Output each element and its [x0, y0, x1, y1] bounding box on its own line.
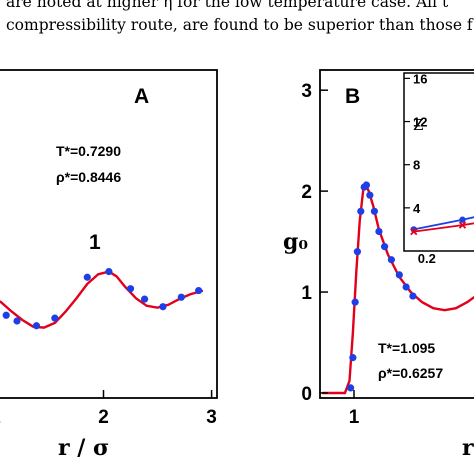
inset-ticks: 4 8 12 16 0.2 [404, 71, 436, 266]
panel-b-sim-point [347, 384, 355, 392]
panel-a-sim-point [32, 322, 41, 330]
inset-y-tick-label: 8 [413, 158, 420, 173]
panel-a-theory-line [0, 270, 204, 329]
panel-a-label: A [134, 85, 149, 108]
panel-a-density: ρ*=0.8446 [56, 169, 121, 185]
panel-b-sim-point [349, 354, 357, 362]
panel-b-theory-line [322, 180, 474, 395]
panel-b-y-tick-label: 2 [301, 182, 312, 203]
inset-frame [403, 72, 474, 252]
panel-b-label: B [345, 85, 360, 108]
panel-b-x-tick-label: 1 [349, 407, 360, 428]
inset-series-line [413, 222, 474, 233]
inset-ylabel: Z [413, 116, 423, 134]
inset-y-tick-label: 16 [413, 71, 427, 86]
inset-y-tick-label: 12 [413, 115, 427, 130]
panel-b-xlabel-partial: r [462, 435, 474, 461]
panel-b-sim-point [381, 243, 389, 251]
panel-b-sim-point [375, 227, 383, 236]
inset-y-tick-label: 4 [413, 201, 421, 216]
inset-point [459, 216, 466, 223]
panel-a-peak-label: 1 [89, 231, 101, 254]
panel-a-sim-point [140, 295, 149, 303]
panel-b-sim-point [353, 248, 361, 256]
panel-a-sim-point [105, 267, 113, 276]
panel-a-sim-point [51, 314, 59, 322]
panel-a-sim-point [83, 273, 91, 281]
caption-text: are noted at higher η for the low temper… [0, 0, 474, 48]
panel-a-x-tick-label: 1 [0, 407, 1, 428]
caption-line-1: are noted at higher η for the low temper… [6, 0, 449, 11]
panel-a-x-tick-label: 3 [206, 407, 217, 428]
panel-b-y-tick-label: 0 [301, 384, 312, 405]
panel-b-plot [322, 180, 474, 395]
inset-plot [410, 216, 474, 236]
panel-b-sim-point [362, 181, 371, 189]
panel-a-sim-point [159, 303, 167, 311]
panel-a-x-tick-label: 2 [98, 407, 109, 428]
panel-a-sim-point [2, 311, 10, 319]
panel-b-density: ρ*=0.6257 [378, 365, 443, 381]
inset-point [458, 221, 467, 229]
panel-b-y-tick-label: 1 [301, 283, 312, 304]
inset-point [410, 227, 418, 236]
panel-b-sim-point [395, 271, 403, 279]
panel-b-ylabel: g₀ [283, 229, 308, 255]
inset-x-tick-label: 0.2 [418, 251, 436, 266]
panel-b-sim-point [402, 283, 410, 291]
panel-a-temperature: T*=0.7290 [56, 143, 121, 159]
panel-b-sim-point [366, 191, 374, 199]
panel-b-temperature: T*=1.095 [378, 340, 435, 356]
panel-a-x-ticks: 1 2 3 [0, 390, 217, 428]
panel-b-sim-point [357, 207, 365, 215]
panel-b-ticks: 0 1 2 3 1 [301, 81, 359, 428]
panel-a-frame [0, 69, 218, 399]
inset-series-line [413, 216, 474, 231]
panel-b-frame [319, 69, 474, 399]
panel-a-sim-point [177, 293, 185, 301]
panel-a-xlabel: r / σ [58, 435, 109, 461]
panel-a-sim-point [126, 285, 135, 293]
panel-b-sim-point [409, 292, 417, 300]
panel-a-sim-point [13, 317, 21, 325]
panel-b-sim-point [351, 298, 359, 306]
panel-a-sim-point [195, 286, 203, 295]
panel-b-sim-point [370, 207, 378, 215]
panel-a-plot [0, 267, 204, 330]
panel-b-sim-point [387, 256, 395, 264]
caption-line-2: compressibility route, are found to be s… [6, 16, 473, 34]
panel-b-y-tick-label: 3 [301, 81, 312, 102]
